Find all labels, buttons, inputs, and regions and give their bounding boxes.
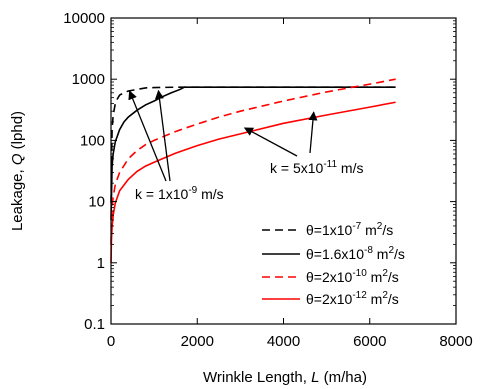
x-tick-label: 2000 <box>181 333 214 350</box>
x-axis-title: Wrinkle Length, L (m/ha) <box>203 369 367 386</box>
x-axis-ticks: 0 2000 4000 6000 8000 <box>107 18 473 350</box>
y-axis-title: Leakage, Q (lphd) <box>9 111 26 231</box>
annotation-arrow-k2 <box>308 111 318 154</box>
annotation-arrow-k2 <box>243 127 298 157</box>
legend: θ=1x10-7 m2/s θ=1.6x10-8 m2/s θ=2x10-10 … <box>262 221 405 307</box>
x-tick-label: 8000 <box>439 333 472 350</box>
legend-label-series-4: θ=2x10-12 m2/s <box>306 290 399 307</box>
annotation-arrow-k1 <box>128 90 167 182</box>
series-line-3 <box>110 78 396 245</box>
annotation-k2: k = 5x10-11 m/s <box>270 159 364 176</box>
legend-item-series-3: θ=2x10-10 m2/s <box>262 268 399 285</box>
y-tick-label: 0.1 <box>84 316 105 333</box>
y-tick-label: 1000 <box>72 71 105 88</box>
annotation-arrows <box>128 89 318 182</box>
y-axis-ticks: 0.1 1 10 100 1000 10000 <box>63 10 456 333</box>
legend-label-series-2: θ=1.6x10-8 m2/s <box>306 245 405 262</box>
legend-item-series-4: θ=2x10-12 m2/s <box>262 290 399 307</box>
y-tick-label: 1 <box>97 255 105 272</box>
y-tick-label: 10 <box>88 194 105 211</box>
legend-item-series-2: θ=1.6x10-8 m2/s <box>262 245 405 262</box>
x-tick-label: 0 <box>107 333 115 350</box>
x-tick-label: 4000 <box>267 333 300 350</box>
y-tick-label: 10000 <box>63 10 105 27</box>
legend-item-series-1: θ=1x10-7 m2/s <box>262 221 393 238</box>
x-tick-label: 6000 <box>353 333 386 350</box>
annotation-arrow-k1 <box>154 89 171 182</box>
legend-label-series-1: θ=1x10-7 m2/s <box>306 221 393 238</box>
series-line-4 <box>110 101 396 263</box>
legend-label-series-3: θ=2x10-10 m2/s <box>306 268 399 285</box>
y-tick-label: 100 <box>80 132 105 149</box>
annotation-k1: k = 1x10-9 m/s <box>135 185 224 202</box>
